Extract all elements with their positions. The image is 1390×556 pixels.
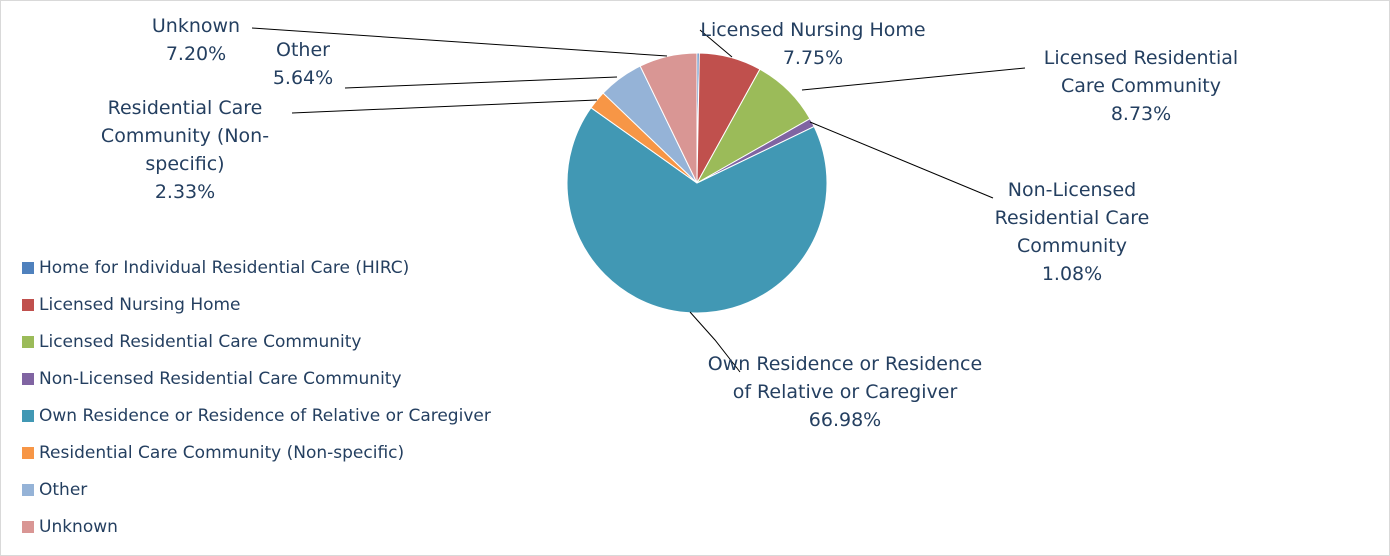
- pie-slice: [639, 52, 698, 184]
- legend-swatch: [22, 336, 34, 348]
- data-label-category: Non-Licensed Residential Care Community: [994, 179, 1150, 257]
- legend-label: Licensed Nursing Home: [39, 295, 241, 315]
- legend-label: Home for Individual Residential Care (HI…: [39, 258, 410, 278]
- data-label: Licensed Residential Care Community 8.73%: [1021, 44, 1261, 128]
- leader-line: [809, 121, 994, 199]
- data-label-value: 8.73%: [1110, 103, 1172, 125]
- legend-label: Unknown: [39, 517, 118, 537]
- data-label-category: Own Residence or Residence of Relative o…: [707, 353, 983, 403]
- data-label-value: 1.08%: [1041, 263, 1103, 285]
- data-label: Non-Licensed Residential Care Community 1…: [972, 176, 1172, 288]
- legend-swatch: [22, 447, 34, 459]
- legend-item: Residential Care Community (Non-specific…: [22, 443, 404, 463]
- legend-swatch: [22, 484, 34, 496]
- legend-item: Unknown: [22, 517, 118, 537]
- legend-item: Licensed Residential Care Community: [22, 332, 362, 352]
- leader-line: [699, 29, 733, 58]
- data-label-category: Unknown: [151, 15, 241, 37]
- legend-item: Own Residence or Residence of Relative o…: [22, 406, 491, 426]
- pie-slice: [566, 107, 828, 314]
- legend-item: Home for Individual Residential Care (HI…: [22, 258, 409, 278]
- legend-label: Other: [39, 480, 88, 500]
- legend-swatch: [22, 299, 34, 311]
- data-label-value: 66.98%: [808, 409, 882, 431]
- leader-line: [689, 311, 741, 373]
- data-label: Residential Care Community (Non-specific…: [80, 94, 290, 206]
- legend-label: Licensed Residential Care Community: [39, 332, 362, 352]
- data-label: Unknown 7.20%: [136, 12, 256, 68]
- leader-line: [344, 76, 618, 89]
- legend-label: Own Residence or Residence of Relative o…: [39, 406, 491, 426]
- leader-line: [801, 67, 1026, 91]
- data-label: Other 5.64%: [243, 36, 363, 92]
- data-label-category: Residential Care Community (Non-specific…: [100, 97, 270, 175]
- legend-item: Licensed Nursing Home: [22, 295, 241, 315]
- data-label-category: Licensed Nursing Home: [700, 19, 926, 41]
- data-label-value: 2.33%: [154, 181, 216, 203]
- legend-swatch: [22, 410, 34, 422]
- legend-swatch: [22, 373, 34, 385]
- legend-swatch: [22, 262, 34, 274]
- legend-item: Non-Licensed Residential Care Community: [22, 369, 402, 389]
- data-label-value: 5.64%: [272, 67, 334, 89]
- data-label: Own Residence or Residence of Relative o…: [705, 350, 985, 434]
- data-label-category: Other: [276, 39, 330, 61]
- legend-label: Non-Licensed Residential Care Community: [39, 369, 402, 389]
- legend-item: Other: [22, 480, 87, 500]
- data-label-category: Licensed Residential Care Community: [1043, 47, 1239, 97]
- data-label-value: 7.75%: [782, 47, 844, 69]
- data-label-value: 7.20%: [165, 43, 227, 65]
- legend-swatch: [22, 521, 34, 533]
- leader-line: [251, 27, 668, 57]
- leader-line: [291, 99, 598, 114]
- data-label: Licensed Nursing Home 7.75%: [663, 16, 963, 72]
- legend-label: Residential Care Community (Non-specific…: [39, 443, 405, 463]
